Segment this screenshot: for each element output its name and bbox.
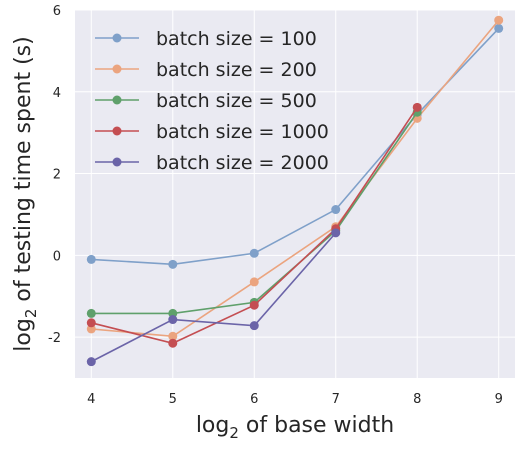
y-tick-label: 2 bbox=[53, 168, 61, 183]
series-line bbox=[91, 27, 500, 266]
y-axis-label: log2 of testing time spent (s) bbox=[11, 36, 40, 351]
legend-marker bbox=[112, 64, 122, 74]
legend-label: batch size = 2000 bbox=[156, 152, 329, 174]
data-point bbox=[249, 248, 259, 258]
data-point bbox=[86, 318, 96, 328]
legend-item: batch size = 100 bbox=[95, 28, 317, 50]
data-point bbox=[168, 338, 178, 348]
legend-marker bbox=[112, 157, 122, 167]
x-tick-labels: 4 5 6 7 8 9 bbox=[87, 392, 503, 407]
data-point bbox=[249, 277, 259, 287]
data-point bbox=[86, 357, 96, 367]
series-5 bbox=[86, 228, 341, 367]
y-tick-label: 0 bbox=[53, 249, 61, 264]
data-point bbox=[168, 331, 178, 341]
x-tick-label: 8 bbox=[413, 392, 421, 407]
data-point bbox=[168, 315, 178, 325]
y-tick-label: -2 bbox=[48, 331, 61, 346]
legend-marker bbox=[112, 95, 122, 105]
y-tick-label: 6 bbox=[53, 4, 61, 19]
legend-marker bbox=[112, 126, 122, 136]
grid-lines bbox=[75, 9, 515, 378]
data-point bbox=[494, 15, 504, 25]
x-tick-label: 9 bbox=[495, 392, 503, 407]
series-line bbox=[91, 19, 500, 338]
series-group bbox=[86, 15, 504, 367]
data-point bbox=[249, 300, 259, 310]
data-point bbox=[249, 321, 259, 331]
legend-item: batch size = 500 bbox=[95, 90, 317, 112]
data-point bbox=[86, 308, 96, 318]
x-tick-label: 4 bbox=[87, 392, 95, 407]
legend-item: batch size = 1000 bbox=[95, 121, 329, 143]
series-4 bbox=[86, 102, 422, 348]
data-point bbox=[86, 254, 96, 264]
x-tick-label: 7 bbox=[332, 392, 340, 407]
series-line bbox=[90, 232, 337, 363]
x-tick-label: 6 bbox=[250, 392, 258, 407]
data-point bbox=[331, 205, 341, 215]
y-tick-label: 4 bbox=[53, 86, 61, 101]
data-point bbox=[331, 228, 341, 238]
legend-item: batch size = 200 bbox=[95, 59, 317, 81]
legend-marker bbox=[112, 33, 122, 43]
legend-label: batch size = 200 bbox=[156, 59, 317, 81]
data-point bbox=[494, 23, 504, 33]
x-axis-label: log2 of base width bbox=[196, 413, 394, 442]
legend-label: batch size = 500 bbox=[156, 90, 317, 112]
x-tick-label: 5 bbox=[169, 392, 177, 407]
legend-item: batch size = 2000 bbox=[95, 152, 329, 174]
y-tick-labels: -2 0 2 4 6 bbox=[48, 4, 61, 346]
plot-area bbox=[75, 10, 515, 378]
data-point bbox=[168, 259, 178, 269]
legend-label: batch size = 100 bbox=[156, 28, 317, 50]
legend: batch size = 100 batch size = 200 batch si… bbox=[95, 28, 329, 174]
data-point bbox=[412, 102, 422, 112]
legend-label: batch size = 1000 bbox=[156, 121, 329, 143]
